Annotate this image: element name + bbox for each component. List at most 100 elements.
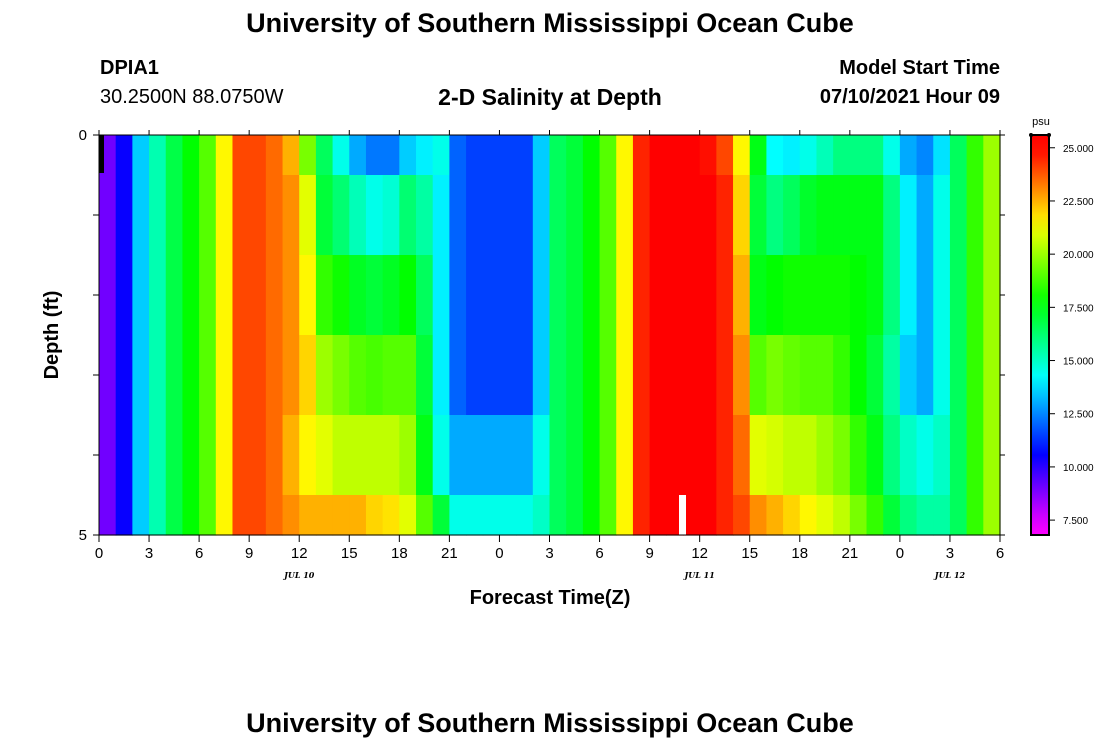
y-axis-ticks: 05: [79, 127, 1005, 544]
heatmap-cell: [132, 135, 150, 176]
heatmap-cell: [883, 175, 901, 256]
heatmap-cell: [549, 135, 567, 176]
colorbar-tick-label: 10.000: [1063, 463, 1094, 474]
heatmap-cell: [966, 135, 984, 176]
heatmap-cell: [983, 135, 1001, 176]
heatmap-cell: [115, 255, 133, 336]
heatmap-cell: [132, 175, 150, 256]
heatmap-cell: [149, 495, 167, 536]
x-tick-label: 15: [341, 545, 358, 562]
heatmap-cell: [582, 335, 601, 416]
heatmap-cell: [282, 415, 300, 496]
heatmap-cell: [949, 175, 968, 256]
heatmap-cell: [899, 495, 918, 536]
heatmap-cell: [833, 335, 851, 416]
heatmap-cell: [916, 255, 934, 336]
heatmap-cell: [649, 415, 667, 496]
heatmap-cell: [299, 255, 317, 336]
model-start-marker: [99, 135, 104, 173]
heatmap-cell: [449, 255, 467, 336]
heatmap-cell: [516, 255, 534, 336]
heatmap-cell: [566, 175, 584, 256]
heatmap-cell: [666, 415, 684, 496]
heatmap-cell: [332, 495, 350, 536]
heatmap-cell: [115, 495, 133, 536]
heatmap-cell: [115, 415, 133, 496]
heatmap-cell: [799, 255, 818, 336]
heatmap-cell: [365, 415, 384, 496]
heatmap-cell: [916, 415, 934, 496]
x-date-label: JUL 10: [282, 570, 315, 580]
heatmap-cell: [332, 175, 350, 256]
heatmap-cell: [816, 135, 834, 176]
x-axis-label: Forecast Time(Z): [470, 587, 631, 609]
colorbar-tick-label: 12.500: [1063, 410, 1094, 421]
heatmap-cell: [566, 415, 584, 496]
heatmap-cell: [682, 135, 701, 176]
heatmap-cell: [516, 495, 534, 536]
heatmap-cell: [416, 175, 434, 256]
colorbar-top-dot: [1047, 133, 1051, 137]
heatmap-cell: [833, 175, 851, 256]
heatmap-cell: [499, 415, 517, 496]
heatmap-cell: [716, 255, 734, 336]
heatmap-cell: [482, 135, 501, 176]
heatmap-cell: [716, 415, 734, 496]
heatmap-cell: [315, 495, 334, 536]
x-tick-label: 12: [291, 545, 308, 562]
heatmap-cell: [249, 135, 267, 176]
heatmap-cell: [349, 135, 367, 176]
heatmap-cell: [532, 415, 551, 496]
heatmap-cell: [382, 135, 400, 176]
heatmap-cell: [349, 175, 367, 256]
heatmap-cell: [466, 415, 484, 496]
heatmap-cell: [332, 415, 350, 496]
heatmap-cell: [349, 335, 367, 416]
heatmap-cell: [416, 335, 434, 416]
heatmap-cell: [115, 175, 133, 256]
heatmap-cell: [716, 175, 734, 256]
heatmap-cell: [933, 335, 951, 416]
colorbar-tick-label: 17.500: [1063, 303, 1094, 314]
heatmap-cell: [165, 335, 184, 416]
heatmap-cell: [382, 495, 400, 536]
heatmap-cell: [499, 135, 517, 176]
heatmap-cell: [716, 495, 734, 536]
heatmap-cell: [399, 135, 417, 176]
heatmap-cell: [733, 335, 751, 416]
x-tick-label: 21: [841, 545, 858, 562]
heatmap-cell: [632, 415, 651, 496]
heatmap-cell: [849, 135, 868, 176]
x-tick-label: 12: [691, 545, 708, 562]
heatmap-cell: [299, 175, 317, 256]
colorbar-unit: psu: [1032, 116, 1050, 128]
heatmap-cell: [599, 415, 617, 496]
heatmap-cell: [866, 495, 884, 536]
heatmap-cell: [482, 175, 501, 256]
station-id: DPIA1: [100, 57, 159, 79]
heatmap-cell: [983, 495, 1001, 536]
heatmap-cell: [916, 495, 934, 536]
heatmap-cell: [649, 335, 667, 416]
heatmap-cell: [783, 135, 801, 176]
heatmap-cell: [616, 175, 634, 256]
heatmap-cell: [499, 495, 517, 536]
heatmap-cell: [199, 255, 217, 336]
heatmap-cell: [265, 335, 284, 416]
heatmap-cell: [165, 175, 184, 256]
heatmap-cell: [466, 335, 484, 416]
heatmap-cell: [866, 135, 884, 176]
heatmap-cell: [666, 255, 684, 336]
colorbar: psu 25.000 22.500 20.000 17.500 15.000 12.500…: [1029, 116, 1094, 536]
heatmap-cell: [466, 175, 484, 256]
heatmap-cell: [466, 135, 484, 176]
heatmap-cell: [382, 415, 400, 496]
heatmap-cell: [99, 495, 117, 536]
x-tick-label: 0: [896, 545, 904, 562]
heatmap-cell: [532, 335, 551, 416]
heatmap-cell: [265, 175, 284, 256]
heatmap-cell: [282, 335, 300, 416]
heatmap-cell: [349, 415, 367, 496]
heatmap-cell: [616, 335, 634, 416]
